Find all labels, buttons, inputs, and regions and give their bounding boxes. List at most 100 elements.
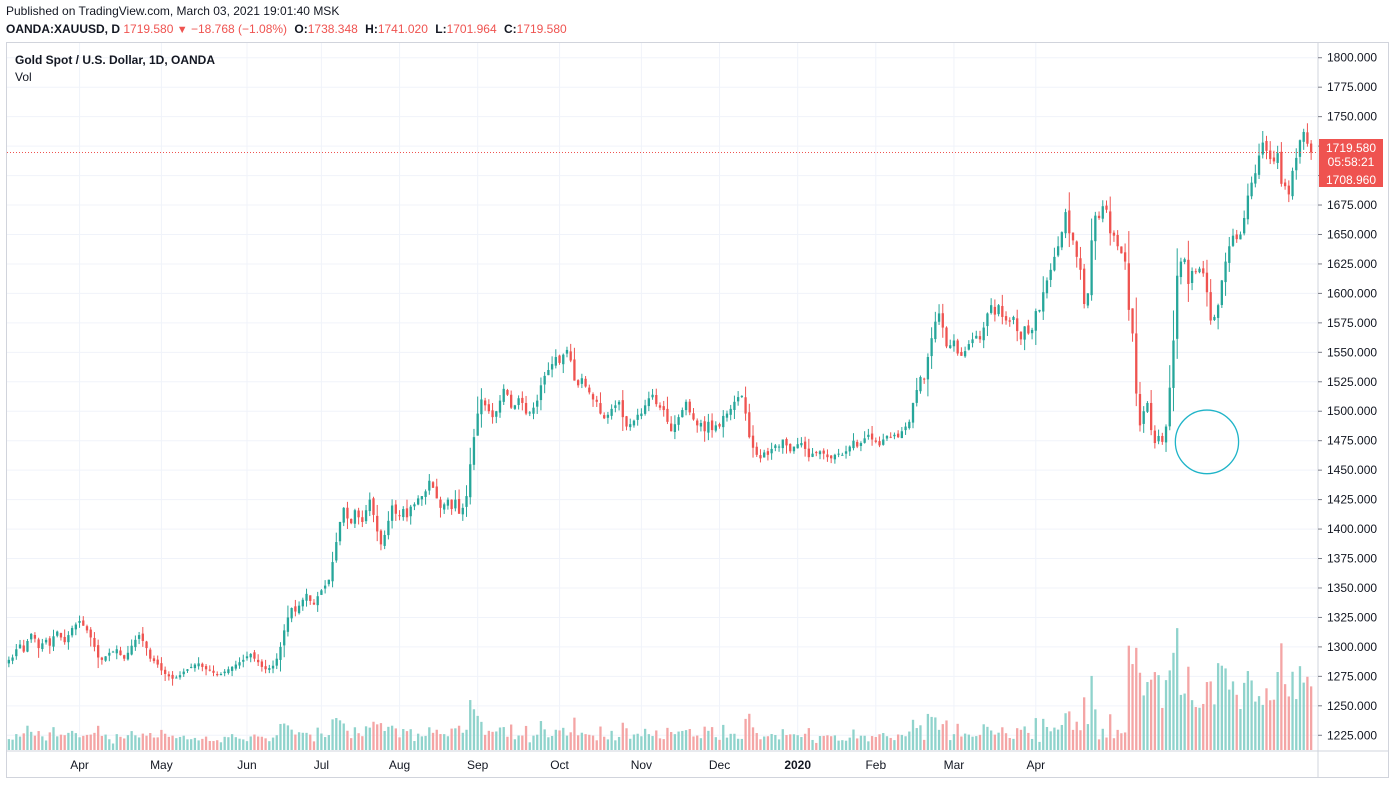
candle-body <box>792 446 796 452</box>
candle-body <box>1071 232 1075 241</box>
candle-body <box>1209 292 1212 321</box>
volume-bar <box>175 738 178 750</box>
candle-body <box>844 451 848 454</box>
candle-body <box>454 499 457 509</box>
volume-bar <box>22 733 25 750</box>
candle-body <box>1298 140 1302 157</box>
volume-bar <box>904 736 907 750</box>
candle-body <box>74 624 77 630</box>
candle-body <box>513 405 517 409</box>
candle-body <box>1272 157 1276 162</box>
volume-bar <box>1060 724 1063 750</box>
volume-bar <box>565 735 569 750</box>
volume-bar <box>1235 694 1238 750</box>
volume-bar <box>830 736 833 750</box>
candle-body <box>722 415 725 428</box>
volume-bar <box>744 718 747 750</box>
volume-bar <box>123 738 126 750</box>
candle-body <box>457 499 461 514</box>
price-tick-label: 1750.000 <box>1327 110 1377 124</box>
candle-body <box>971 339 974 344</box>
volume-bar <box>997 732 1000 750</box>
candle-body <box>759 455 762 459</box>
volume-bar <box>524 725 528 750</box>
candle-body <box>919 377 922 392</box>
candle-body <box>376 515 379 532</box>
volume-bar <box>1250 680 1253 750</box>
volume-bar <box>803 733 807 750</box>
candle-body <box>290 608 293 619</box>
volume-bar <box>1172 652 1175 750</box>
candle-body <box>52 636 55 647</box>
candle-body <box>242 659 245 662</box>
candle-body <box>487 404 490 412</box>
volume-bar <box>483 734 487 750</box>
volume-bar <box>1038 741 1041 750</box>
candle-body <box>331 562 334 582</box>
volume-bar <box>353 727 357 750</box>
volume-bar <box>934 717 937 750</box>
volume-bar <box>982 724 985 750</box>
candle-body <box>584 378 587 387</box>
volume-bar <box>89 734 92 750</box>
high-value: 1741.020 <box>377 22 428 36</box>
volume-bar <box>521 735 524 750</box>
price-tick-label: 1300.000 <box>1327 640 1377 654</box>
candle-body <box>372 498 375 515</box>
candle-body <box>580 378 584 384</box>
volume-bar <box>562 727 565 750</box>
candle-body <box>506 390 509 395</box>
candle-body <box>37 639 40 649</box>
volume-bar <box>807 728 810 750</box>
volume-bar <box>52 727 55 750</box>
series-legend-title[interactable]: Gold Spot / U.S. Dollar, 1D, OANDA <box>15 53 216 67</box>
candle-body <box>160 663 163 671</box>
volume-bar <box>658 738 662 750</box>
candle-body <box>893 434 896 437</box>
price-tick-label: 1275.000 <box>1327 669 1377 683</box>
volume-bar <box>975 736 978 750</box>
volume-bar <box>792 734 796 750</box>
candle-body <box>465 496 468 507</box>
volume-bar <box>603 736 606 750</box>
volume-legend[interactable]: Vol <box>15 70 32 84</box>
volume-bar <box>1261 704 1264 750</box>
volume-bar <box>867 741 870 750</box>
candle-body <box>539 385 543 401</box>
volume-bar <box>1231 681 1235 750</box>
candle-body <box>718 424 721 427</box>
volume-bar <box>163 733 167 750</box>
candle-body <box>387 520 390 536</box>
candle-body <box>632 420 636 426</box>
candle-body <box>1231 235 1235 246</box>
candle-body <box>1161 436 1164 442</box>
volume-bar <box>599 726 602 750</box>
candle-body <box>89 629 92 638</box>
volume-bar <box>651 736 654 750</box>
candle-body <box>1302 131 1305 142</box>
volume-bar <box>1086 724 1090 750</box>
volume-bar <box>327 735 331 750</box>
candle-body <box>1157 435 1160 442</box>
volume-bar <box>989 730 993 750</box>
candle-body <box>461 507 464 515</box>
candle-body <box>1109 211 1112 234</box>
candle-body <box>469 464 472 498</box>
volume-bar <box>182 735 185 750</box>
candle-body <box>554 357 557 366</box>
candle-body <box>126 652 130 660</box>
price-tick-label: 1475.000 <box>1327 434 1377 448</box>
volume-bar <box>1164 680 1168 750</box>
candle-body <box>137 635 141 639</box>
candle-body <box>975 335 978 339</box>
volume-bar <box>1187 666 1190 750</box>
volume-bar <box>416 733 420 750</box>
symbol-label[interactable]: OANDA:XAUUSD, D <box>6 22 120 36</box>
candle-body <box>736 397 740 402</box>
volume-bar <box>11 739 14 750</box>
candle-body <box>833 454 837 460</box>
candle-body <box>70 628 74 636</box>
volume-bar <box>454 728 457 750</box>
candle-body <box>1213 316 1216 320</box>
